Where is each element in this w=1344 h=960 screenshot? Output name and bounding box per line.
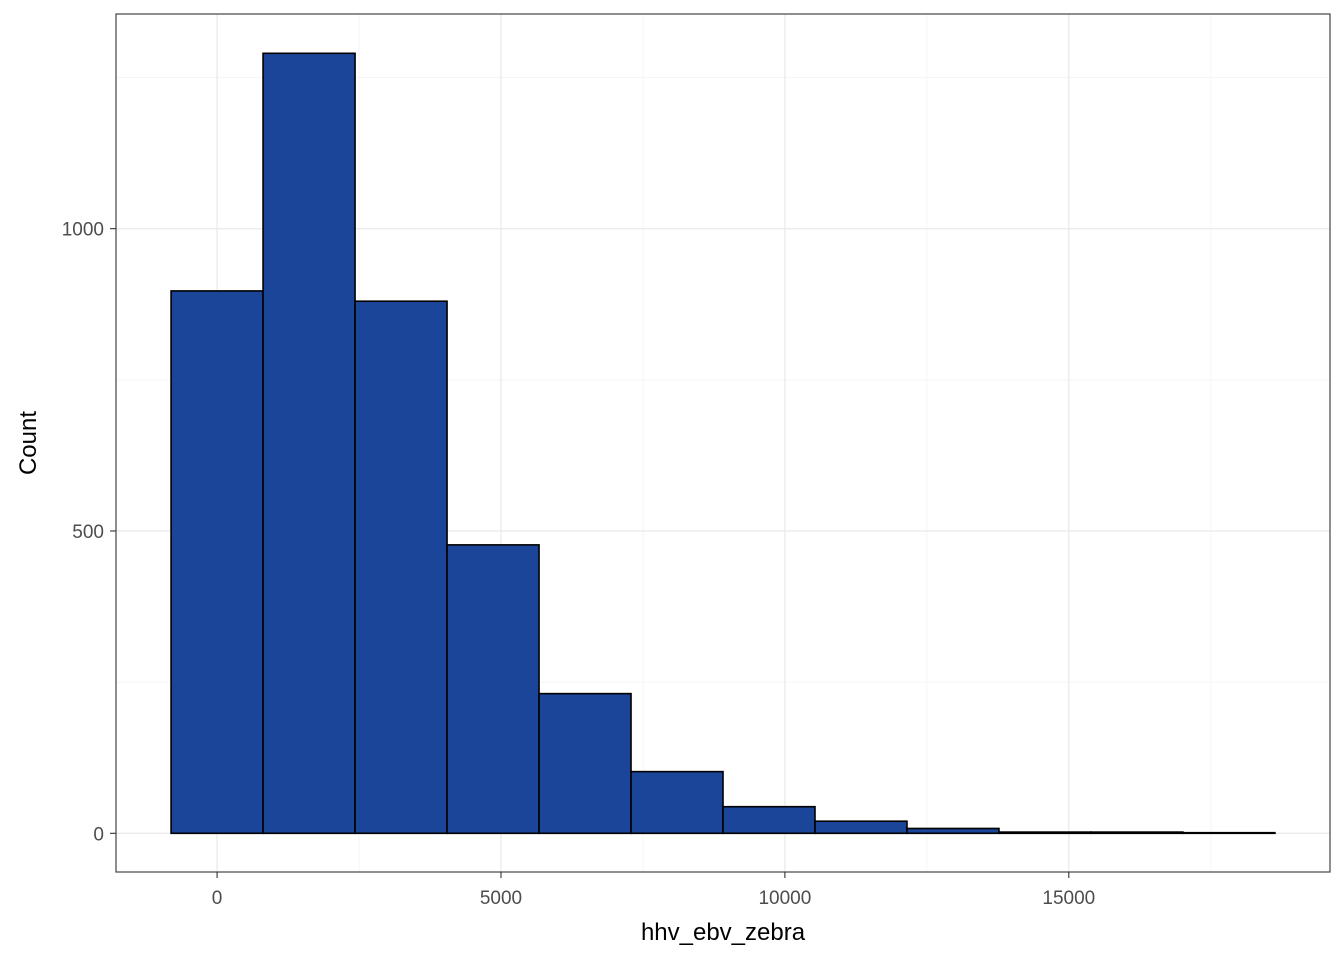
- panel-border: [115, 13, 1331, 873]
- y-tick-label: 500: [72, 522, 104, 543]
- minor-gridlines: [116, 14, 1330, 872]
- histogram-bar-2: [262, 52, 356, 835]
- histogram-bar-3: [354, 300, 448, 835]
- x-axis-title: hhv_ebv_zebra: [641, 919, 806, 946]
- x-tick-label: 5000: [480, 888, 522, 909]
- x-axis-ticks: 0 5000 10000 15000: [212, 872, 1095, 909]
- y-tick-label: 0: [93, 824, 104, 845]
- histogram-bar-6: [630, 770, 724, 835]
- histogram-bar-10: [998, 831, 1092, 835]
- x-tick-label: 15000: [1042, 888, 1095, 909]
- histogram-bar-8: [814, 820, 908, 835]
- y-tick-label: 1000: [62, 220, 104, 241]
- y-axis-ticks: 0 500 1000: [62, 220, 116, 845]
- y-axis-title: Count: [15, 411, 42, 475]
- histogram-bar-12: [1182, 831, 1276, 835]
- histogram-bar-4: [446, 544, 540, 835]
- x-tick-label: 0: [212, 888, 223, 909]
- histogram-bar-5: [538, 692, 632, 835]
- histogram-bar-7: [722, 805, 816, 835]
- histogram-bars: [170, 52, 1276, 835]
- histogram-bar-11: [1090, 831, 1184, 835]
- x-tick-label: 10000: [758, 888, 811, 909]
- histogram-bar-1: [170, 290, 264, 835]
- histogram-bar-9: [906, 827, 1000, 835]
